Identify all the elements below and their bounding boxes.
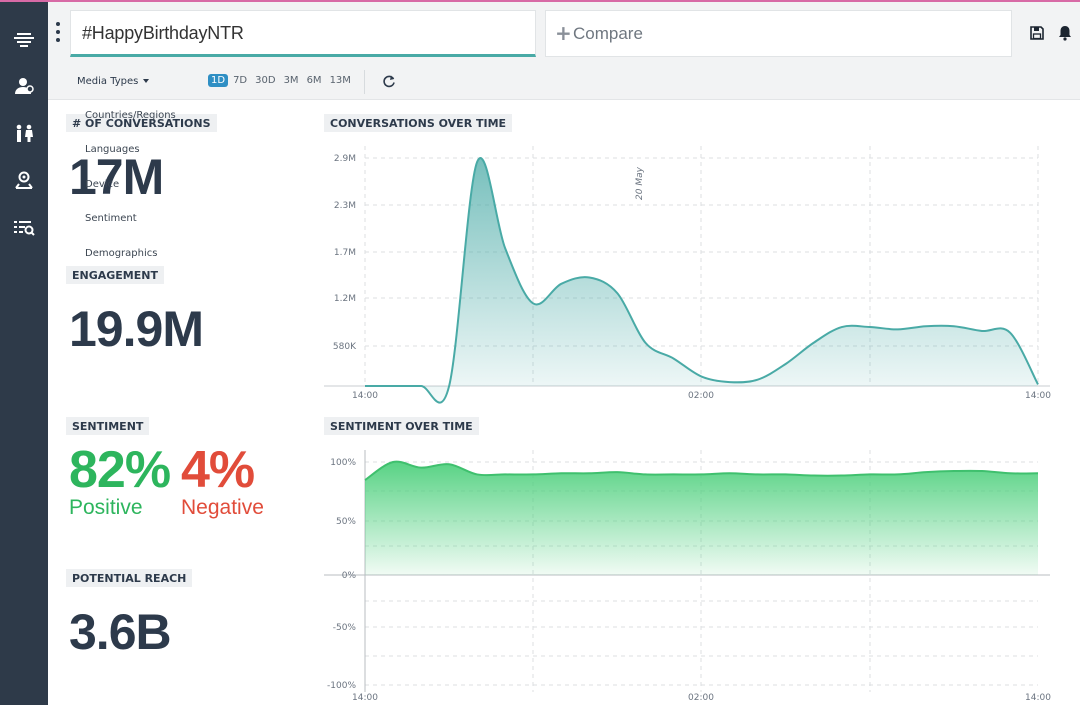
plus-icon: +	[555, 21, 572, 45]
engagement-value: 19.9M	[69, 301, 204, 357]
engagement-label: ENGAGEMENT	[66, 266, 164, 284]
search-query-text: #HappyBirthdayNTR	[82, 23, 244, 43]
reach-value: 3.6B	[69, 604, 172, 660]
y-tick-label: 2.3M	[334, 201, 356, 211]
demographics-icon	[16, 124, 33, 142]
media-types-label: Media Types	[77, 76, 139, 87]
negative-label: Negative	[181, 496, 264, 519]
sidebar-item-demographics[interactable]	[8, 118, 40, 150]
y-tick-label: 100%	[330, 458, 356, 468]
top-accent-bar	[0, 0, 1080, 2]
dashboard-icon	[14, 33, 34, 47]
date-annotation: 20 May	[635, 166, 645, 200]
menu-item-countries[interactable]: Countries/Regions	[85, 110, 176, 121]
y-tick-label: 0%	[342, 571, 357, 581]
menu-item-device[interactable]: Device	[85, 179, 120, 190]
y-tick-label: 2.9M	[334, 154, 356, 164]
conversations-label: # OF CONVERSATIONS	[66, 114, 217, 132]
time-range-selector: 1D 7D 30D 3M 6M 13M	[208, 74, 354, 87]
y-tick-label: 50%	[336, 517, 356, 527]
sidebar-item-dashboard[interactable]	[8, 24, 40, 56]
compare-field[interactable]: + Compare	[545, 10, 1012, 57]
positive-label: Positive	[69, 496, 143, 519]
location-icon	[15, 171, 33, 189]
x-tick-label: 02:00	[688, 693, 714, 703]
sentiment-label: SENTIMENT	[66, 417, 150, 435]
conversations-area	[365, 158, 1038, 403]
menu-item-languages[interactable]: Languages	[85, 144, 140, 155]
y-tick-label: -100%	[327, 681, 356, 691]
sentiment-chart-title: SENTIMENT OVER TIME	[324, 417, 479, 435]
y-tick-label: 1.2M	[334, 294, 356, 304]
x-tick-label: 14:00	[352, 693, 378, 703]
x-tick-label: 14:00	[352, 391, 378, 401]
users-icon	[15, 78, 34, 94]
y-tick-label: 1.7M	[334, 248, 356, 258]
range-6m[interactable]: 6M	[306, 75, 322, 86]
media-types-dropdown[interactable]: Media Types	[77, 76, 150, 87]
search-query-field[interactable]: #HappyBirthdayNTR	[70, 10, 536, 57]
range-1d[interactable]: 1D	[208, 74, 229, 87]
y-tick-label: 580K	[333, 342, 357, 352]
conversations-series-line	[365, 157, 1039, 404]
sidebar	[0, 2, 48, 705]
reach-label: POTENTIAL REACH	[66, 569, 193, 587]
positive-value: 82%	[69, 441, 171, 499]
range-3m[interactable]: 3M	[283, 75, 299, 86]
menu-item-demographics[interactable]: Demographics	[85, 248, 158, 259]
sidebar-item-users[interactable]	[8, 70, 40, 102]
bell-icon[interactable]	[1057, 25, 1073, 41]
range-7d[interactable]: 7D	[233, 75, 248, 86]
x-tick-label: 02:00	[688, 391, 714, 401]
sentiment-series-line	[364, 460, 1039, 481]
negative-value: 4%	[181, 441, 255, 499]
range-13m[interactable]: 13M	[329, 75, 351, 86]
x-tick-label: 14:00	[1025, 391, 1051, 401]
sidebar-item-location[interactable]	[8, 164, 40, 196]
sidebar-item-search[interactable]	[8, 212, 40, 244]
sentiment-area	[365, 461, 1038, 575]
conversations-value: 17M	[69, 149, 164, 205]
refresh-icon[interactable]	[382, 74, 396, 88]
chevron-down-icon	[143, 79, 150, 83]
menu-item-sentiment[interactable]: Sentiment	[85, 213, 137, 224]
range-30d[interactable]: 30D	[255, 75, 276, 86]
more-menu-icon[interactable]	[54, 22, 62, 42]
toolbar: Media Types 1D 7D 30D 3M 6M 13M	[48, 66, 1080, 100]
x-tick-label: 14:00	[1025, 693, 1051, 703]
toolbar-divider	[364, 70, 365, 94]
conversations-chart-title: CONVERSATIONS OVER TIME	[324, 114, 513, 132]
search-list-icon	[14, 221, 35, 236]
y-tick-label: -50%	[333, 623, 357, 633]
save-icon[interactable]	[1030, 26, 1044, 40]
conversations-chart: 580K 1.2M 1.7M 2.3M 2.9M 14:00 02:00 14:00 20 Ma…	[324, 146, 1051, 404]
sentiment-chart: 100% 50% 0% -50% -100% 14:00 02:00 14:00	[324, 450, 1051, 703]
compare-label: Compare	[573, 24, 643, 43]
